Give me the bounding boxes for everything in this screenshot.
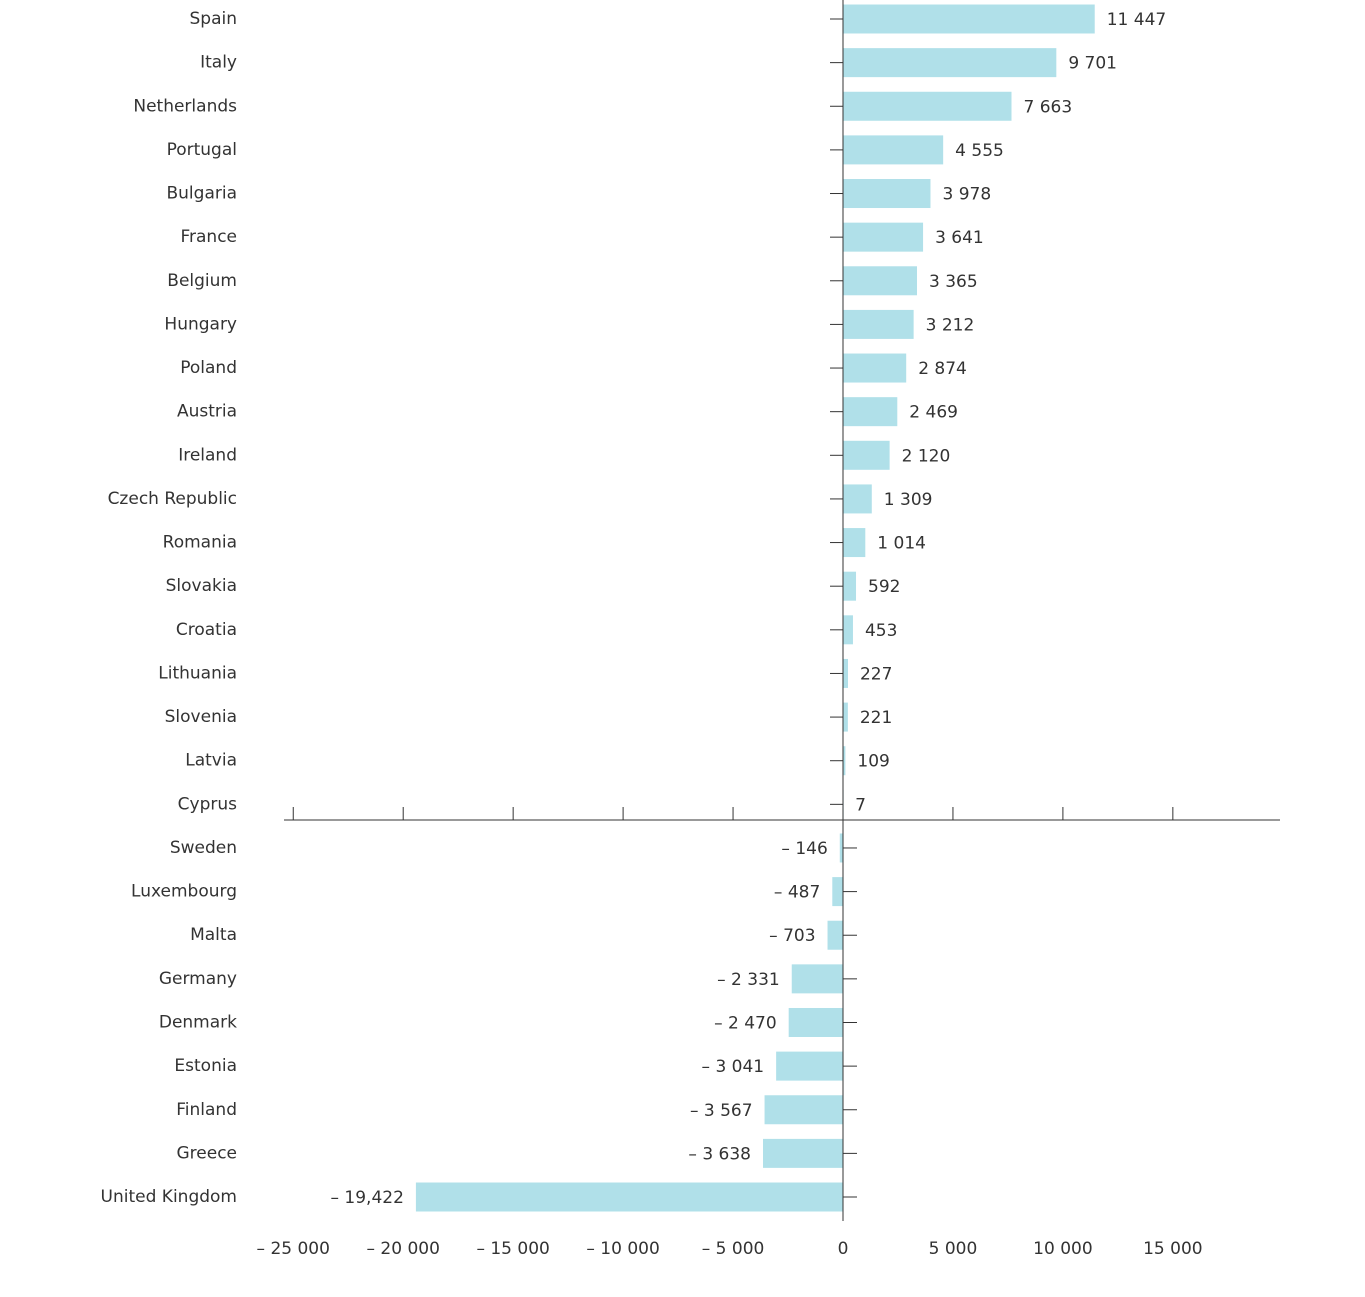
value-label-bulgaria: 3 978 [942,185,991,205]
category-label-netherlands: Netherlands [133,96,237,116]
value-label-croatia: 453 [865,621,897,641]
category-ticks [830,18,857,1198]
x-tick-label: – 20 000 [367,1239,440,1259]
category-label-slovenia: Slovenia [165,707,237,727]
bar-croatia [843,615,853,645]
bar-ireland [843,440,890,470]
category-label-croatia: Croatia [176,620,237,640]
value-label-lithuania: 227 [860,664,892,684]
x-tick-label: 10 000 [1033,1239,1092,1259]
bar-finland [764,1095,843,1125]
bar-bulgaria [843,179,931,209]
category-label-poland: Poland [180,358,237,378]
category-label-bulgaria: Bulgaria [167,184,238,204]
value-label-malta: – 703 [769,926,815,946]
value-label-italy: 9 701 [1068,54,1117,74]
bar-poland [843,353,907,383]
bar-sweden [839,833,843,863]
value-label-sweden: – 146 [781,839,827,859]
x-tick-labels: – 25 000 – 20 000 – 15 000 – 10 000 – 5 000 0… [257,1239,1203,1259]
x-tick-label: 15 000 [1143,1239,1202,1259]
bar-slovakia [843,571,857,601]
bar-france [843,222,924,252]
x-tick-label: – 5 000 [702,1239,765,1259]
value-label-slovakia: 592 [868,577,900,597]
category-label-germany: Germany [159,969,237,989]
bar-slovenia [843,702,848,732]
value-label-netherlands: 7 663 [1024,97,1073,117]
category-label-finland: Finland [176,1100,237,1120]
value-label-hungary: 3 212 [926,315,975,335]
category-label-denmark: Denmark [159,1012,237,1032]
x-tick-label: – 10 000 [586,1239,659,1259]
category-label-luxembourg: Luxembourg [131,882,237,902]
value-label-romania: 1 014 [877,534,926,554]
category-label-hungary: Hungary [164,314,237,334]
value-label-latvia: 109 [857,752,889,772]
value-label-ireland: 2 120 [902,446,951,466]
bar-latvia [843,746,846,776]
category-label-malta: Malta [190,925,237,945]
x-tick-label: 0 [838,1239,849,1259]
bar-romania [843,528,866,558]
bars [415,4,1095,1212]
category-label-sweden: Sweden [170,838,237,858]
category-label-italy: Italy [200,53,237,73]
category-label-ireland: Ireland [178,445,237,465]
category-label-greece: Greece [176,1143,237,1163]
bar-italy [843,48,1057,78]
x-tick-label: – 25 000 [257,1239,330,1259]
bar-germany [791,964,843,994]
bar-united-kingdom [415,1182,843,1212]
value-label-poland: 2 874 [918,359,967,379]
bar-belgium [843,266,917,296]
bar-hungary [843,309,914,339]
category-label-romania: Romania [163,533,237,553]
value-label-belgium: 3 365 [929,272,978,292]
category-label-france: France [180,227,237,247]
value-label-portugal: 4 555 [955,141,1004,161]
category-label-united-kingdom: United Kingdom [101,1187,237,1207]
value-label-estonia: – 3 041 [702,1057,765,1077]
category-label-lithuania: Lithuania [158,663,237,683]
value-label-austria: 2 469 [909,403,958,423]
bar-lithuania [843,658,848,688]
bar-malta [827,920,843,950]
category-label-slovakia: Slovakia [166,576,237,596]
x-tick-label: – 15 000 [476,1239,549,1259]
value-labels: 11 447 9 701 7 663 4 555 3 978 3 641 3 365 3 21… [331,10,1167,1208]
category-label-latvia: Latvia [185,751,237,771]
bar-estonia [776,1051,843,1081]
category-label-estonia: Estonia [174,1056,237,1076]
value-label-united-kingdom: – 19,422 [331,1188,404,1208]
bar-greece [763,1138,843,1168]
category-label-belgium: Belgium [167,271,237,291]
bar-spain [843,4,1095,34]
value-label-czech-republic: 1 309 [884,490,933,510]
category-label-portugal: Portugal [167,140,237,160]
bar-austria [843,397,898,427]
value-label-luxembourg: – 487 [774,883,820,903]
bar-portugal [843,135,944,165]
value-label-germany: – 2 331 [717,970,780,990]
category-labels: Spain Italy Netherlands Portugal Bulgaria Fra… [101,9,238,1207]
value-label-greece: – 3 638 [688,1144,751,1164]
bar-denmark [788,1007,843,1037]
bar-luxembourg [832,877,843,907]
mid-x-axis-ticks [292,807,1174,820]
bar-netherlands [843,91,1012,121]
value-label-finland: – 3 567 [690,1101,753,1121]
category-label-austria: Austria [177,402,237,422]
value-label-france: 3 641 [935,228,984,248]
bar-czech-republic [843,484,872,514]
x-tick-label: 5 000 [929,1239,978,1259]
value-label-denmark: – 2 470 [714,1013,777,1033]
category-label-cyprus: Cyprus [178,794,237,814]
category-label-czech-republic: Czech Republic [108,489,237,509]
category-label-spain: Spain [190,9,238,29]
value-label-slovenia: 221 [860,708,892,728]
value-label-spain: 11 447 [1107,10,1166,30]
value-label-cyprus: 7 [855,795,866,815]
